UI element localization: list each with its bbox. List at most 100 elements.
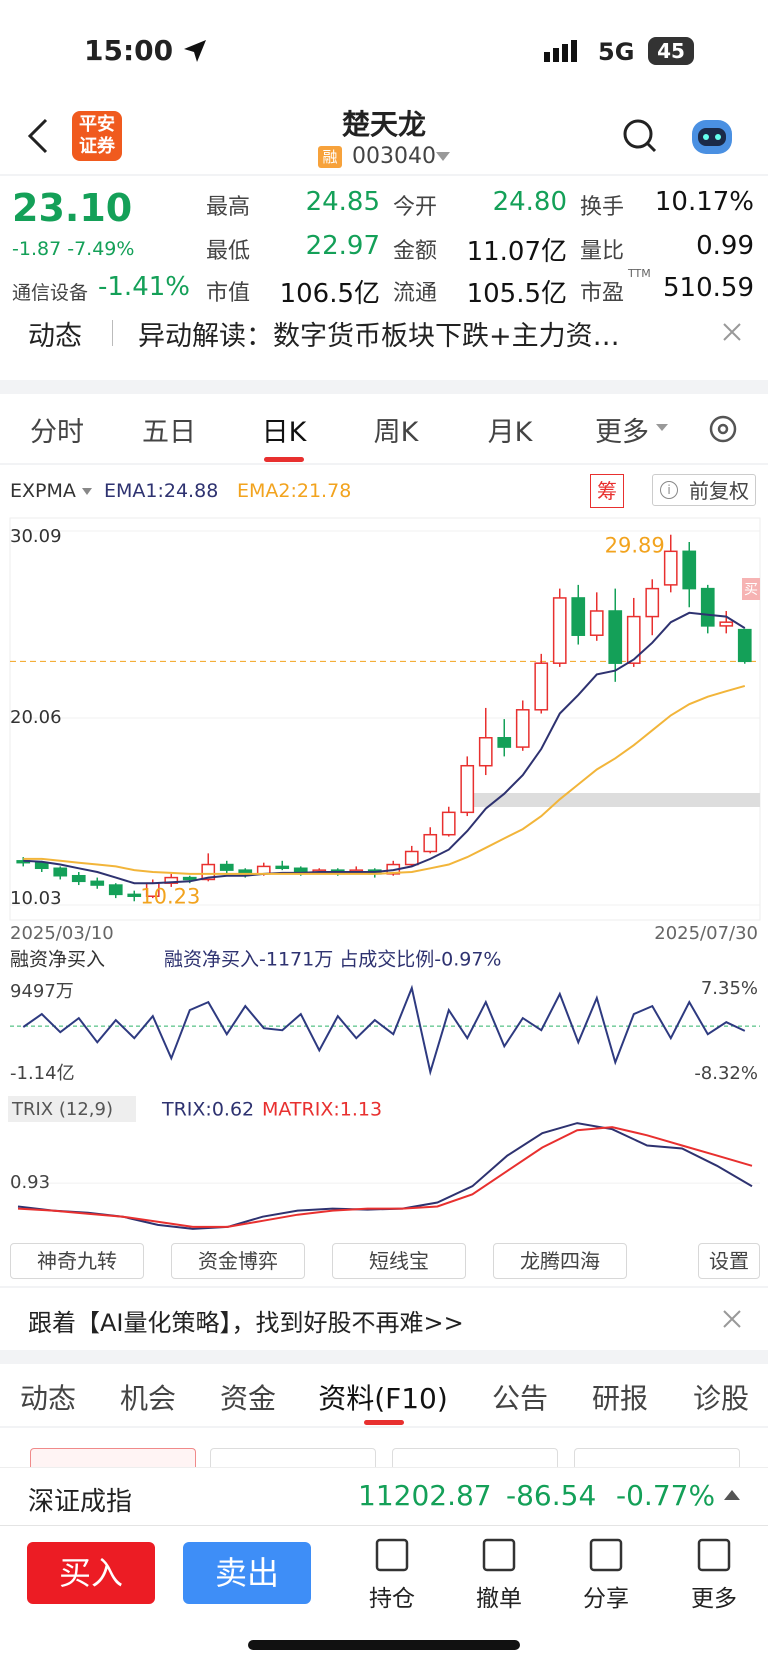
action-icon [482,1538,516,1572]
sell-button[interactable]: 卖出 [183,1542,311,1604]
high-label: 29.89 [605,534,665,558]
ema1-line [23,611,746,885]
field-value: 22.97 [305,231,380,261]
candle-body [293,867,308,873]
candle-body [663,550,678,586]
expand-arrow[interactable] [724,1489,740,1501]
dropdown[interactable] [436,152,450,162]
period-tab[interactable]: 分时 [30,417,84,448]
buy-button[interactable]: 买入 [27,1542,155,1604]
close-button[interactable] [722,322,742,342]
candle-body [34,861,49,870]
action-label[interactable]: 持仓 [369,1586,415,1612]
candle-body [219,863,234,871]
change-value: -1.87 [12,238,62,260]
section-tab[interactable]: 资金 [219,1382,277,1415]
field-label: 市值 [206,281,251,306]
matrix-label: MATRIX:1.13 [262,1099,382,1121]
margin-min: -1.14亿 [10,1063,75,1084]
section-tab[interactable]: 机会 [119,1382,177,1415]
dropdown [82,488,92,495]
field-label: 量比 [580,239,625,264]
broker-logo[interactable]: 平安 证券 [72,111,122,161]
low-label: 10.23 [140,884,200,908]
margin-summary: 融资净买入-1171万 占成交比例-0.97% [164,949,501,971]
news-tag[interactable]: 动态 [28,321,82,352]
action-label[interactable]: 更多 [691,1586,737,1612]
action-icon [375,1538,409,1572]
candle-body [589,610,604,636]
candle-body [90,880,105,886]
date-start: 2025/03/10 [10,923,114,944]
trix-label: TRIX:0.62 [161,1099,254,1121]
buy-tag-box [742,578,760,600]
tool-button[interactable]: 神奇九转 [10,1243,144,1279]
indicator[interactable]: EXPMA [10,480,76,502]
adjust-button[interactable]: 前复权 [652,474,756,506]
index-name: 深证成指 [28,1487,133,1517]
section-tab[interactable]: 资料(F10) [318,1382,448,1415]
search-button[interactable] [622,118,658,154]
highlight-band [473,793,760,807]
margin-line [22,984,746,1076]
period-tab[interactable]: 月K [487,417,533,448]
location-icon [184,40,206,62]
index-bar[interactable] [0,1467,768,1526]
back-button[interactable] [26,118,50,154]
section-tab[interactable]: 公告 [491,1382,549,1415]
candle-body [182,876,197,881]
ema2-label: EMA2:21.78 [237,480,352,502]
action-label[interactable]: 分享 [583,1586,629,1612]
section-tab[interactable]: 诊股 [692,1382,750,1415]
chip-button[interactable]: 筹 [590,474,624,508]
candle-body [515,709,530,748]
settings-button[interactable] [706,412,740,446]
period-tab[interactable]: 更多 [595,417,649,448]
candle-body [423,833,438,853]
field-value: 24.85 [305,187,380,217]
candle-body [441,811,456,836]
close-button[interactable] [722,1309,742,1329]
period-tab[interactable]: 周K [373,417,419,448]
banner[interactable]: 跟着【AI量化策略】，找到好股不再难>> [28,1309,464,1337]
panel-header [0,946,768,972]
status-time: 15:00 [84,34,174,67]
ratio-max: 7.35% [701,978,758,999]
candle-body [700,587,715,627]
candle-body [682,550,697,590]
field-label: 最高 [206,195,251,220]
field-label: 最低 [206,239,251,264]
tab-indicator [364,1420,404,1425]
news-text[interactable]: 异动解读：数字货币板块下跌+主力资… [138,321,620,352]
index-change: -86.54 [506,1479,597,1512]
candle-body [645,587,660,618]
field-value: 510.59 [663,273,754,303]
sub-tab[interactable] [574,1448,740,1479]
sector-pct: -1.41% [98,272,190,302]
divider [112,320,113,346]
action-label[interactable]: 撤单 [476,1586,522,1612]
tool-button[interactable]: 龙腾四海 [493,1243,627,1279]
candle-body [275,865,290,870]
tool-button[interactable]: 短线宝 [332,1243,466,1279]
ema2-line [23,684,746,875]
field-label: 金额 [393,239,438,264]
period-tab[interactable]: 五日 [142,417,196,448]
tab-indicator [264,457,304,462]
field-value: 106.5亿 [279,279,380,309]
index-value: 11202.87 [358,1479,492,1512]
field-value: 0.99 [696,231,754,261]
sub-tab[interactable] [210,1448,376,1479]
tool-button[interactable]: 资金博弈 [171,1243,305,1279]
margin-title: 融资净买入 [10,949,105,971]
buy-tag: 买 [744,582,758,598]
section-tab[interactable]: 动态 [19,1382,77,1415]
period-tab[interactable]: 日K [261,417,307,448]
sub-tab[interactable] [392,1448,558,1479]
field-label: 今开 [393,195,438,220]
tool-settings[interactable]: 设置 [698,1243,760,1279]
section-tab[interactable]: 研报 [591,1382,649,1415]
assistant-button[interactable] [688,114,736,158]
